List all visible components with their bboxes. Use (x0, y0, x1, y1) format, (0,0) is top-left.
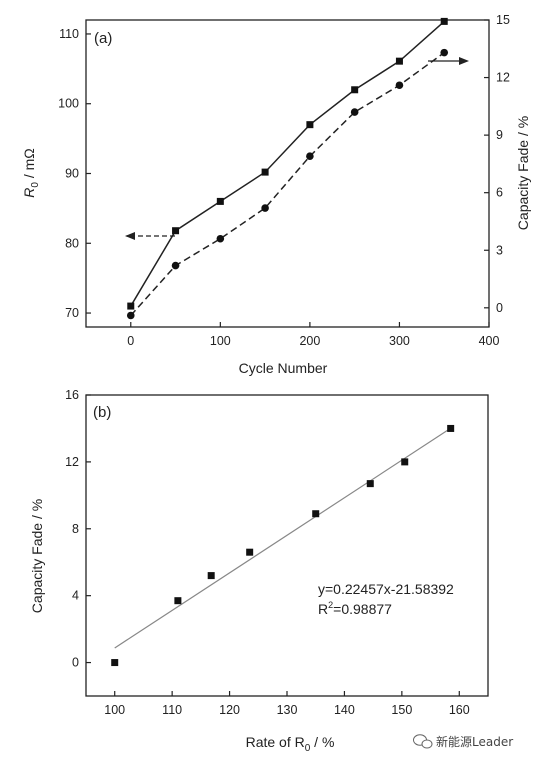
y-right-tick-label: 0 (496, 301, 503, 315)
y-right-tick-label: 3 (496, 243, 503, 257)
y-tick-label: 12 (65, 455, 79, 469)
series-2-point (306, 152, 314, 161)
chart-b-series (111, 424, 455, 667)
data-point (312, 510, 320, 518)
data-point (447, 424, 455, 432)
y-right-tick-label: 15 (496, 13, 510, 27)
chart-a-y-right-axis-label: Capacity Fade / % (515, 116, 531, 230)
x-tick-label: 0 (127, 334, 134, 348)
data-point (401, 458, 409, 466)
series-2-point (126, 311, 135, 320)
series-2-line (130, 52, 445, 316)
series-2-point (440, 48, 449, 57)
chart-b-x-axis-label: Rate of R0 / % (246, 734, 335, 754)
y-tick-label: 0 (72, 656, 79, 670)
x-tick-label: 400 (479, 334, 500, 348)
chart-b-plot-frame (85, 394, 489, 697)
y-left-tick-label: 70 (65, 306, 79, 320)
chart-a-panel-label: (a) (94, 30, 112, 47)
y-right-tick-label: 9 (496, 128, 503, 142)
series-1-point (172, 227, 180, 235)
y-left-tick-label: 100 (58, 97, 79, 111)
x-tick-label: 300 (389, 334, 410, 348)
series-1-point (216, 197, 224, 205)
series-1-line (130, 20, 445, 307)
y-right-tick-label: 12 (496, 71, 510, 85)
series-1-point (127, 302, 135, 310)
x-tick-label: 200 (299, 334, 320, 348)
right-axis-arrow (428, 57, 469, 65)
series-2-point (261, 204, 269, 212)
x-tick-label: 140 (334, 703, 355, 717)
series-2-point (350, 108, 359, 116)
wechat-icon (413, 734, 433, 749)
y-left-tick-label: 90 (65, 167, 79, 181)
y-tick-label: 8 (72, 522, 79, 536)
series-2-point (216, 234, 225, 243)
fit-r-squared: R2=0.98877 (318, 600, 392, 617)
chart-b-y-axis-label: Capacity Fade / % (29, 499, 45, 613)
chart-a-ticks: 0 100 200 300 400 70 80 90 100 110 0 3 6 9 12 15 (58, 13, 510, 348)
series-1-point (440, 17, 448, 25)
chart-a-y-left-axis-label: R0 / mΩ (21, 148, 41, 197)
chart-b: 100 110 120 130 140 150 160 0 4 8 12 16 (b) Rate of… (29, 388, 489, 754)
data-point (366, 480, 374, 488)
chart-a-series (126, 17, 449, 320)
y-tick-label: 4 (72, 589, 79, 603)
data-point (246, 548, 254, 556)
series-1-point (395, 57, 403, 65)
x-tick-label: 150 (391, 703, 412, 717)
chart-b-ticks: 100 110 120 130 140 150 160 0 4 8 12 16 (65, 388, 470, 717)
chart-a: 0 100 200 300 400 70 80 90 100 110 0 3 6 9 12 15 (a) Cy… (21, 13, 531, 376)
series-1-point (306, 121, 314, 129)
y-left-tick-label: 80 (65, 236, 79, 250)
series-2-point (171, 261, 180, 270)
fit-equation: y=0.22457x-21.58392 (318, 581, 454, 597)
x-tick-label: 120 (219, 703, 240, 717)
series-1-point (261, 168, 269, 176)
chart-a-x-axis-label: Cycle Number (239, 360, 328, 376)
series-1-point (351, 86, 359, 94)
x-tick-label: 110 (162, 703, 182, 717)
x-tick-label: 100 (104, 703, 125, 717)
x-tick-label: 100 (210, 334, 231, 348)
chart-b-panel-label: (b) (93, 404, 111, 421)
series-2-point (395, 81, 404, 90)
watermark: 新能源Leader (413, 734, 513, 749)
y-right-tick-label: 6 (496, 186, 503, 200)
y-tick-label: 16 (65, 388, 79, 402)
left-axis-arrow (125, 232, 175, 240)
data-point (207, 572, 215, 580)
data-point (111, 659, 119, 667)
watermark-text: 新能源Leader (436, 734, 513, 749)
x-tick-label: 130 (277, 703, 298, 717)
fit-line (114, 427, 451, 649)
data-point (174, 597, 182, 605)
x-tick-label: 160 (449, 703, 470, 717)
y-left-tick-label: 110 (59, 27, 79, 41)
